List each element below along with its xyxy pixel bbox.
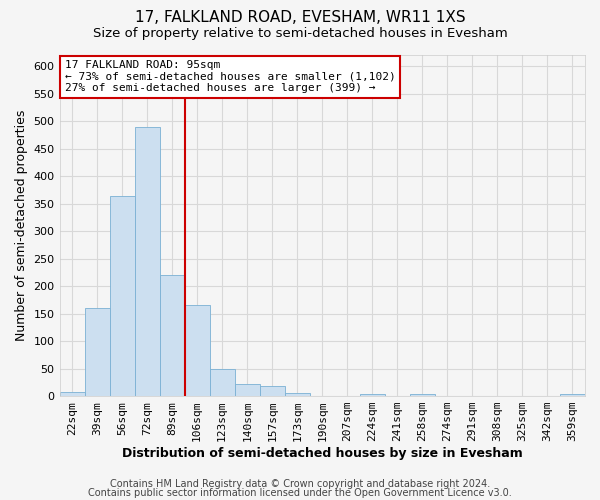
Text: 17 FALKLAND ROAD: 95sqm
← 73% of semi-detached houses are smaller (1,102)
27% of: 17 FALKLAND ROAD: 95sqm ← 73% of semi-de…: [65, 60, 395, 94]
Text: 17, FALKLAND ROAD, EVESHAM, WR11 1XS: 17, FALKLAND ROAD, EVESHAM, WR11 1XS: [134, 10, 466, 25]
X-axis label: Distribution of semi-detached houses by size in Evesham: Distribution of semi-detached houses by …: [122, 447, 523, 460]
Bar: [260, 386, 285, 396]
Bar: [410, 394, 435, 396]
Bar: [560, 394, 585, 396]
Text: Contains HM Land Registry data © Crown copyright and database right 2024.: Contains HM Land Registry data © Crown c…: [110, 479, 490, 489]
Bar: [160, 275, 185, 396]
Bar: [285, 393, 310, 396]
Bar: [134, 126, 160, 396]
Bar: [235, 384, 260, 396]
Bar: [209, 369, 235, 396]
Bar: [185, 306, 209, 396]
Bar: [59, 392, 85, 396]
Y-axis label: Number of semi-detached properties: Number of semi-detached properties: [15, 110, 28, 341]
Bar: [110, 196, 134, 396]
Bar: [85, 308, 110, 396]
Bar: [360, 394, 385, 396]
Text: Contains public sector information licensed under the Open Government Licence v3: Contains public sector information licen…: [88, 488, 512, 498]
Text: Size of property relative to semi-detached houses in Evesham: Size of property relative to semi-detach…: [92, 28, 508, 40]
